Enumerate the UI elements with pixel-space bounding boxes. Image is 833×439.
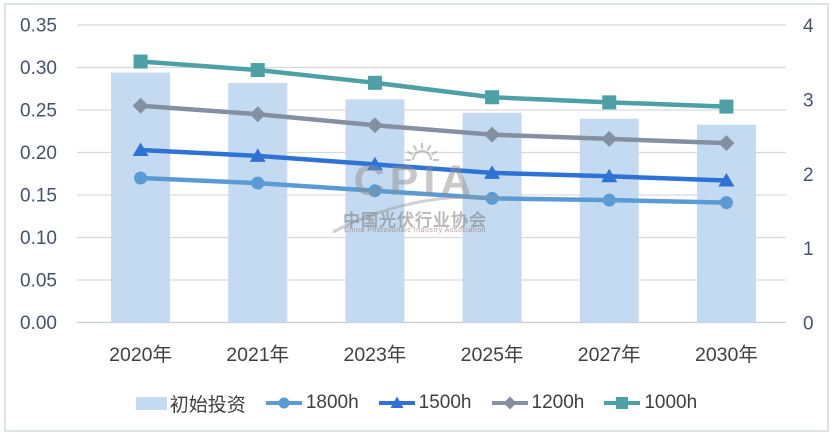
bar-initial-investment xyxy=(579,118,639,323)
square-marker-icon xyxy=(616,397,629,409)
right-axis-tick-label: 0 xyxy=(803,314,814,335)
x-axis-category-label: 2020年 xyxy=(109,344,172,366)
x-axis-category-label: 2025年 xyxy=(461,344,524,366)
legend-item-1000h: 1000h xyxy=(603,392,697,414)
left-axis-tick-label: 0.30 xyxy=(20,58,57,79)
legend-label-1500h: 1500h xyxy=(418,392,472,413)
x-axis-category-label: 2021年 xyxy=(226,344,289,366)
diamond-marker-icon xyxy=(503,396,516,410)
circle-marker-icon xyxy=(278,397,290,409)
line-1800h xyxy=(138,175,729,205)
left-axis-tick-label: 0.25 xyxy=(20,101,57,122)
legend-item-initial-investment: 初始投资 xyxy=(135,390,246,417)
combo-chart: 0.00 0.05 0.10 0.15 0.20 0.25 0.30 0.35 0 1 2 3 4 202… xyxy=(20,16,814,367)
marker-circle-1800h xyxy=(134,171,148,185)
line-1500h xyxy=(138,147,729,183)
right-axis-tick-label: 2 xyxy=(803,165,814,186)
bar-initial-investment xyxy=(228,83,288,323)
marker-circle-1800h xyxy=(602,193,616,207)
marker-triangle-1500h xyxy=(249,148,266,162)
legend-label-1200h: 1200h xyxy=(531,392,585,413)
legend-label-1800h: 1800h xyxy=(305,392,359,413)
marker-triangle-1500h xyxy=(718,173,735,187)
left-axis-tick-label: 0.05 xyxy=(20,271,57,292)
marker-square-1000h xyxy=(250,63,265,78)
marker-triangle-1500h xyxy=(601,168,618,183)
legend-item-1200h: 1200h xyxy=(491,392,585,414)
left-axis-tick-label: 0.10 xyxy=(20,228,57,249)
legend-label-1000h: 1000h xyxy=(644,392,698,413)
marker-triangle-1500h xyxy=(484,165,501,179)
line-1200h xyxy=(138,103,729,146)
bar-series-swatch xyxy=(135,396,167,410)
x-axis-category-label: 2023年 xyxy=(343,344,406,366)
left-axis-tick-label: 0.20 xyxy=(20,143,57,164)
left-axis-tick-label: 0.15 xyxy=(20,186,57,207)
marker-triangle-1500h xyxy=(132,142,149,156)
marker-square-1000h xyxy=(367,75,382,90)
marker-circle-1800h xyxy=(485,191,499,205)
chart-legend: 初始投资 1800h 1500h 1200h xyxy=(0,388,833,418)
triangle-marker-icon xyxy=(390,396,404,408)
marker-diamond-1200h xyxy=(249,106,266,123)
line-square-swatch xyxy=(604,397,641,409)
marker-diamond-1200h xyxy=(366,117,383,134)
bar-initial-investment xyxy=(345,99,405,323)
marker-diamond-1200h xyxy=(718,135,735,152)
line-triangle-swatch xyxy=(378,396,415,408)
marker-circle-1800h xyxy=(368,184,382,198)
left-axis-tick-label: 0.00 xyxy=(20,313,57,334)
right-axis-tick-label: 4 xyxy=(803,16,814,37)
legend-item-1800h: 1800h xyxy=(265,392,359,414)
marker-circle-1800h xyxy=(251,176,265,190)
marker-diamond-1200h xyxy=(484,126,501,143)
marker-diamond-1200h xyxy=(132,97,149,114)
right-axis-tick-label: 3 xyxy=(803,90,814,111)
bar-initial-investment xyxy=(462,112,522,323)
x-axis-category-label: 2030年 xyxy=(695,344,758,366)
right-axis-tick-label: 1 xyxy=(803,239,814,260)
marker-square-1000h xyxy=(133,54,148,69)
legend-item-1500h: 1500h xyxy=(378,392,472,414)
bar-initial-investment xyxy=(696,124,756,323)
line-1000h xyxy=(138,59,729,109)
legend-label-initial-investment: 初始投资 xyxy=(169,394,246,416)
marker-circle-1800h xyxy=(719,196,733,210)
marker-square-1000h xyxy=(719,99,734,114)
marker-triangle-1500h xyxy=(366,156,383,171)
line-circle-swatch xyxy=(265,397,302,409)
x-axis-category-label: 2027年 xyxy=(578,344,641,366)
left-axis-tick-label: 0.35 xyxy=(20,16,57,37)
bar-initial-investment xyxy=(111,72,171,323)
marker-square-1000h xyxy=(602,95,617,110)
marker-square-1000h xyxy=(485,90,500,105)
marker-diamond-1200h xyxy=(601,130,618,147)
line-diamond-swatch xyxy=(491,396,528,410)
